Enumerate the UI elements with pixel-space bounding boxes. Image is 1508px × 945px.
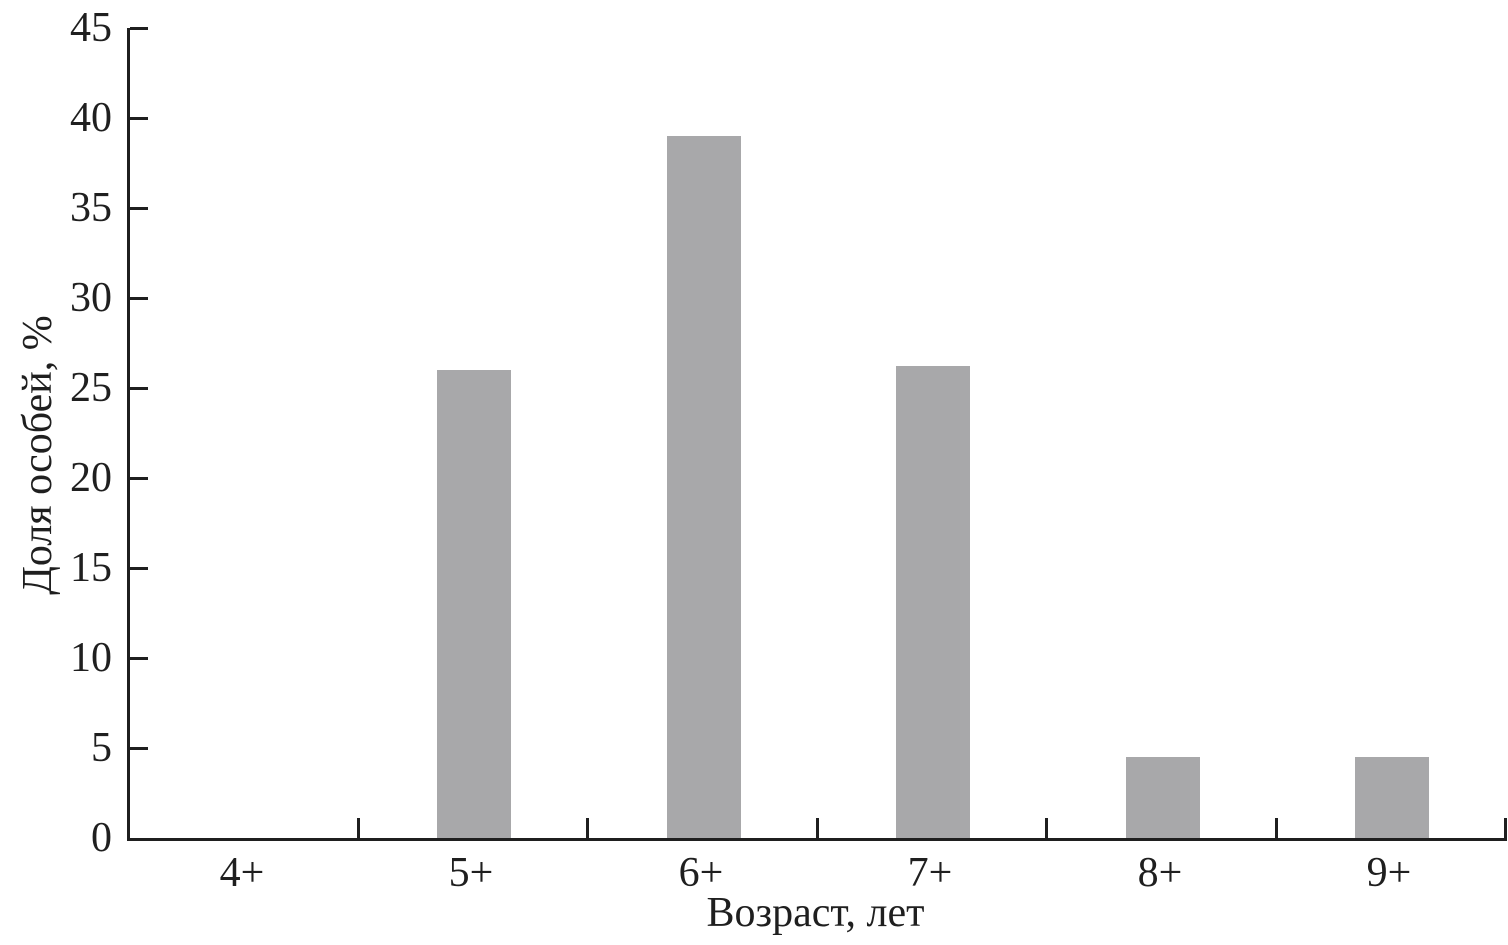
x-tick-1 xyxy=(357,818,360,838)
x-tick-label-4+: 4+ xyxy=(219,850,265,896)
y-tick-label-40: 40 xyxy=(70,95,112,141)
y-axis-title: Доля особей, % xyxy=(15,315,61,595)
y-tick-35 xyxy=(130,207,148,210)
bar-7+ xyxy=(896,366,970,838)
x-tick-2 xyxy=(586,818,589,838)
plot-area xyxy=(127,27,1507,841)
y-tick-25 xyxy=(130,387,148,390)
y-tick-45 xyxy=(130,27,148,30)
y-tick-30 xyxy=(130,297,148,300)
x-tick-label-5+: 5+ xyxy=(448,850,494,896)
y-tick-label-20: 20 xyxy=(70,455,112,501)
x-tick-6 xyxy=(1504,818,1507,838)
y-tick-label-10: 10 xyxy=(70,635,112,681)
y-tick-label-30: 30 xyxy=(70,275,112,321)
y-tick-label-15: 15 xyxy=(70,545,112,591)
bar-6+ xyxy=(667,136,741,838)
y-tick-10 xyxy=(130,657,148,660)
y-tick-label-5: 5 xyxy=(91,725,112,771)
y-tick-label-35: 35 xyxy=(70,185,112,231)
x-tick-label-8+: 8+ xyxy=(1137,850,1183,896)
bar-8+ xyxy=(1126,757,1200,838)
bar-9+ xyxy=(1355,757,1429,838)
y-tick-label-25: 25 xyxy=(70,365,112,411)
x-tick-label-6+: 6+ xyxy=(678,850,724,896)
y-tick-label-45: 45 xyxy=(70,5,112,51)
x-tick-4 xyxy=(1045,818,1048,838)
x-tick-5 xyxy=(1275,818,1278,838)
y-tick-15 xyxy=(130,567,148,570)
y-tick-20 xyxy=(130,477,148,480)
x-tick-3 xyxy=(816,818,819,838)
y-tick-40 xyxy=(130,117,148,120)
bar-5+ xyxy=(437,370,511,838)
y-tick-label-0: 0 xyxy=(91,815,112,861)
x-tick-label-7+: 7+ xyxy=(907,850,953,896)
x-axis-title: Возраст, лет xyxy=(706,890,925,936)
x-tick-label-9+: 9+ xyxy=(1366,850,1412,896)
y-tick-5 xyxy=(130,747,148,750)
